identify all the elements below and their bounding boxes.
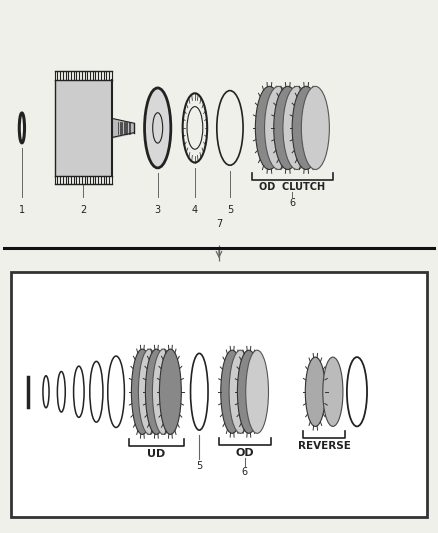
Ellipse shape [131, 349, 153, 434]
Ellipse shape [255, 86, 283, 169]
Ellipse shape [152, 349, 174, 434]
Ellipse shape [283, 86, 311, 169]
Bar [55, 80, 112, 176]
Ellipse shape [237, 350, 260, 433]
Ellipse shape [145, 88, 171, 168]
Text: 4: 4 [192, 205, 198, 215]
Text: 3: 3 [155, 205, 161, 215]
Text: 1: 1 [19, 205, 25, 215]
Text: 7: 7 [216, 219, 222, 229]
Ellipse shape [229, 350, 252, 433]
Ellipse shape [301, 86, 329, 169]
Ellipse shape [265, 86, 293, 169]
Ellipse shape [292, 86, 320, 169]
Text: 5: 5 [227, 205, 233, 215]
Bar [11, 272, 427, 517]
Text: 2: 2 [80, 205, 86, 215]
Text: 6: 6 [242, 467, 247, 478]
Text: UD: UD [147, 449, 166, 459]
Text: REVERSE: REVERSE [298, 441, 350, 451]
Ellipse shape [305, 357, 325, 426]
Text: OD: OD [235, 448, 254, 458]
Text: 6: 6 [290, 198, 295, 208]
Ellipse shape [138, 349, 160, 434]
Text: OD  CLUTCH: OD CLUTCH [259, 182, 325, 192]
Ellipse shape [246, 350, 268, 433]
Ellipse shape [274, 86, 302, 169]
Ellipse shape [159, 349, 181, 434]
Ellipse shape [145, 349, 167, 434]
Ellipse shape [323, 357, 343, 426]
Ellipse shape [221, 350, 244, 433]
Text: 5: 5 [196, 461, 202, 471]
